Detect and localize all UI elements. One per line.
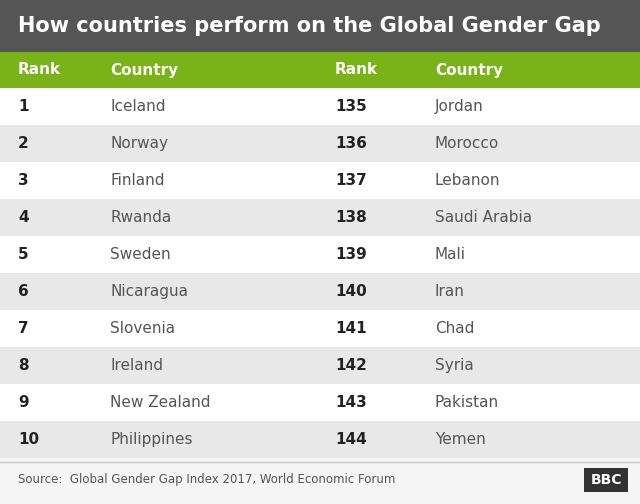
Text: 142: 142 [335, 358, 367, 373]
Text: Country: Country [110, 62, 178, 78]
Text: 137: 137 [335, 173, 367, 188]
Text: 135: 135 [335, 99, 367, 114]
Bar [0, 199, 640, 236]
Text: Morocco: Morocco [435, 136, 499, 151]
Text: 144: 144 [335, 432, 367, 447]
Text: 6: 6 [18, 284, 29, 299]
Text: Iceland: Iceland [110, 99, 166, 114]
Text: Norway: Norway [110, 136, 168, 151]
Bar [0, 125, 640, 162]
Bar [0, 462, 640, 498]
Text: 3: 3 [18, 173, 29, 188]
Bar [0, 0, 640, 52]
Text: 8: 8 [18, 358, 29, 373]
Text: Sweden: Sweden [110, 247, 171, 262]
Text: Iran: Iran [435, 284, 465, 299]
Text: 1: 1 [18, 99, 29, 114]
Text: 139: 139 [335, 247, 367, 262]
Bar [0, 88, 640, 125]
Text: Philippines: Philippines [110, 432, 193, 447]
Bar [0, 421, 640, 458]
Bar [0, 273, 640, 310]
Text: How countries perform on the Global Gender Gap: How countries perform on the Global Gend… [18, 16, 601, 36]
Bar [0, 236, 640, 273]
Text: 9: 9 [18, 395, 29, 410]
Text: Nicaragua: Nicaragua [110, 284, 188, 299]
Text: Pakistan: Pakistan [435, 395, 499, 410]
Text: 10: 10 [18, 432, 39, 447]
Text: Rwanda: Rwanda [110, 210, 172, 225]
Text: 141: 141 [335, 321, 367, 336]
Text: 136: 136 [335, 136, 367, 151]
Text: Ireland: Ireland [110, 358, 163, 373]
Text: 7: 7 [18, 321, 29, 336]
Text: Source:  Global Gender Gap Index 2017, World Economic Forum: Source: Global Gender Gap Index 2017, Wo… [18, 473, 396, 486]
Bar [0, 384, 640, 421]
Bar [0, 310, 640, 347]
Text: Saudi Arabia: Saudi Arabia [435, 210, 532, 225]
Text: Rank: Rank [18, 62, 61, 78]
Text: 140: 140 [335, 284, 367, 299]
Text: 4: 4 [18, 210, 29, 225]
Bar [0, 52, 640, 88]
Text: Yemen: Yemen [435, 432, 486, 447]
Text: Slovenia: Slovenia [110, 321, 175, 336]
Text: Jordan: Jordan [435, 99, 484, 114]
Text: 2: 2 [18, 136, 29, 151]
Bar [584, 468, 628, 492]
Text: BBC: BBC [590, 473, 621, 487]
Text: 138: 138 [335, 210, 367, 225]
Text: Mali: Mali [435, 247, 466, 262]
Text: New Zealand: New Zealand [110, 395, 211, 410]
Text: Finland: Finland [110, 173, 164, 188]
Text: 5: 5 [18, 247, 29, 262]
Bar [0, 347, 640, 384]
Text: Lebanon: Lebanon [435, 173, 500, 188]
Text: Country: Country [435, 62, 503, 78]
Text: Rank: Rank [335, 62, 378, 78]
Bar [0, 162, 640, 199]
Text: Syria: Syria [435, 358, 474, 373]
Text: 143: 143 [335, 395, 367, 410]
Text: Chad: Chad [435, 321, 474, 336]
